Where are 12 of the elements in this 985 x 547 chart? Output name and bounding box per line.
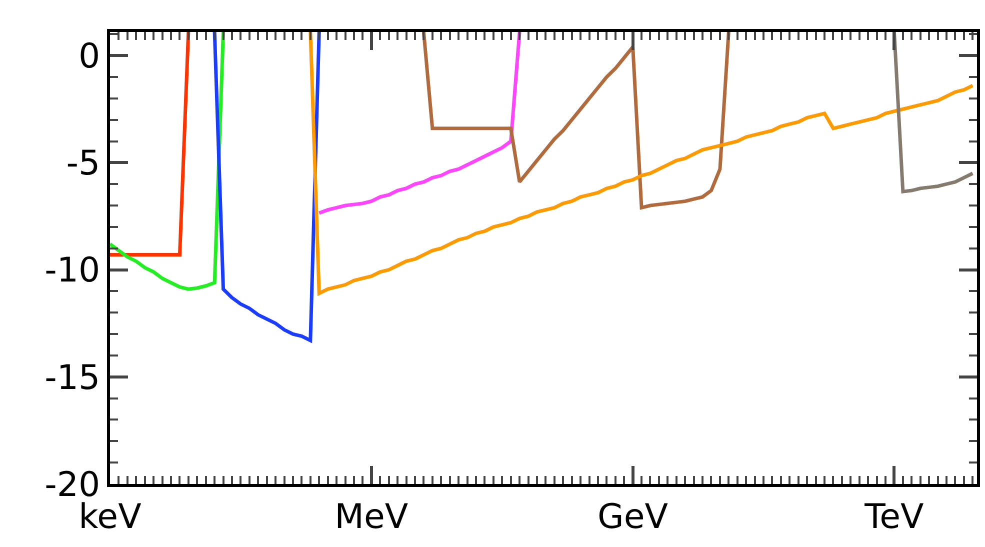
line-series: [308, 32, 974, 296]
y-tick-label: -15: [44, 358, 100, 398]
y-tick-label: -10: [44, 250, 100, 291]
y-tick-label: 0: [78, 36, 100, 76]
x-tick-label: TeV: [864, 496, 924, 537]
y-tick-label: -5: [66, 144, 100, 184]
line-series: [892, 32, 974, 194]
line-series: [422, 32, 730, 210]
line-series: [212, 32, 321, 342]
line-series: [317, 32, 522, 215]
x-tick-label: MeV: [334, 496, 408, 537]
x-tick-label: GeV: [598, 496, 668, 537]
